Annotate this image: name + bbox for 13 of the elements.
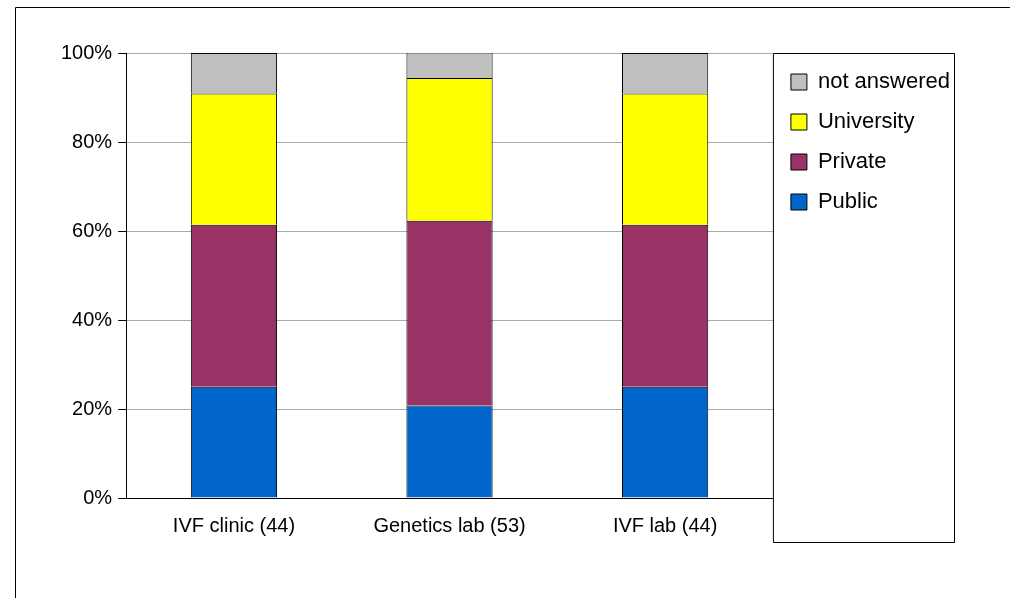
y-tick-label: 0% xyxy=(83,485,113,508)
legend-label: not answered xyxy=(817,68,951,94)
y-tick-label: 60% xyxy=(72,218,113,241)
y-tick-label: 100% xyxy=(61,40,113,63)
y-tick-label: 40% xyxy=(72,307,113,330)
y-tick-label: 20% xyxy=(72,396,113,419)
x-tick-label: IVF lab (44) xyxy=(612,513,718,536)
legend-label: Public xyxy=(817,188,878,214)
x-tick-label: IVF clinic (44) xyxy=(172,513,296,536)
y-tick-label: 80% xyxy=(72,129,113,152)
legend-label: University xyxy=(817,108,915,134)
legend-label: Private xyxy=(817,148,887,174)
x-tick-label: Genetics lab (53) xyxy=(373,513,526,536)
